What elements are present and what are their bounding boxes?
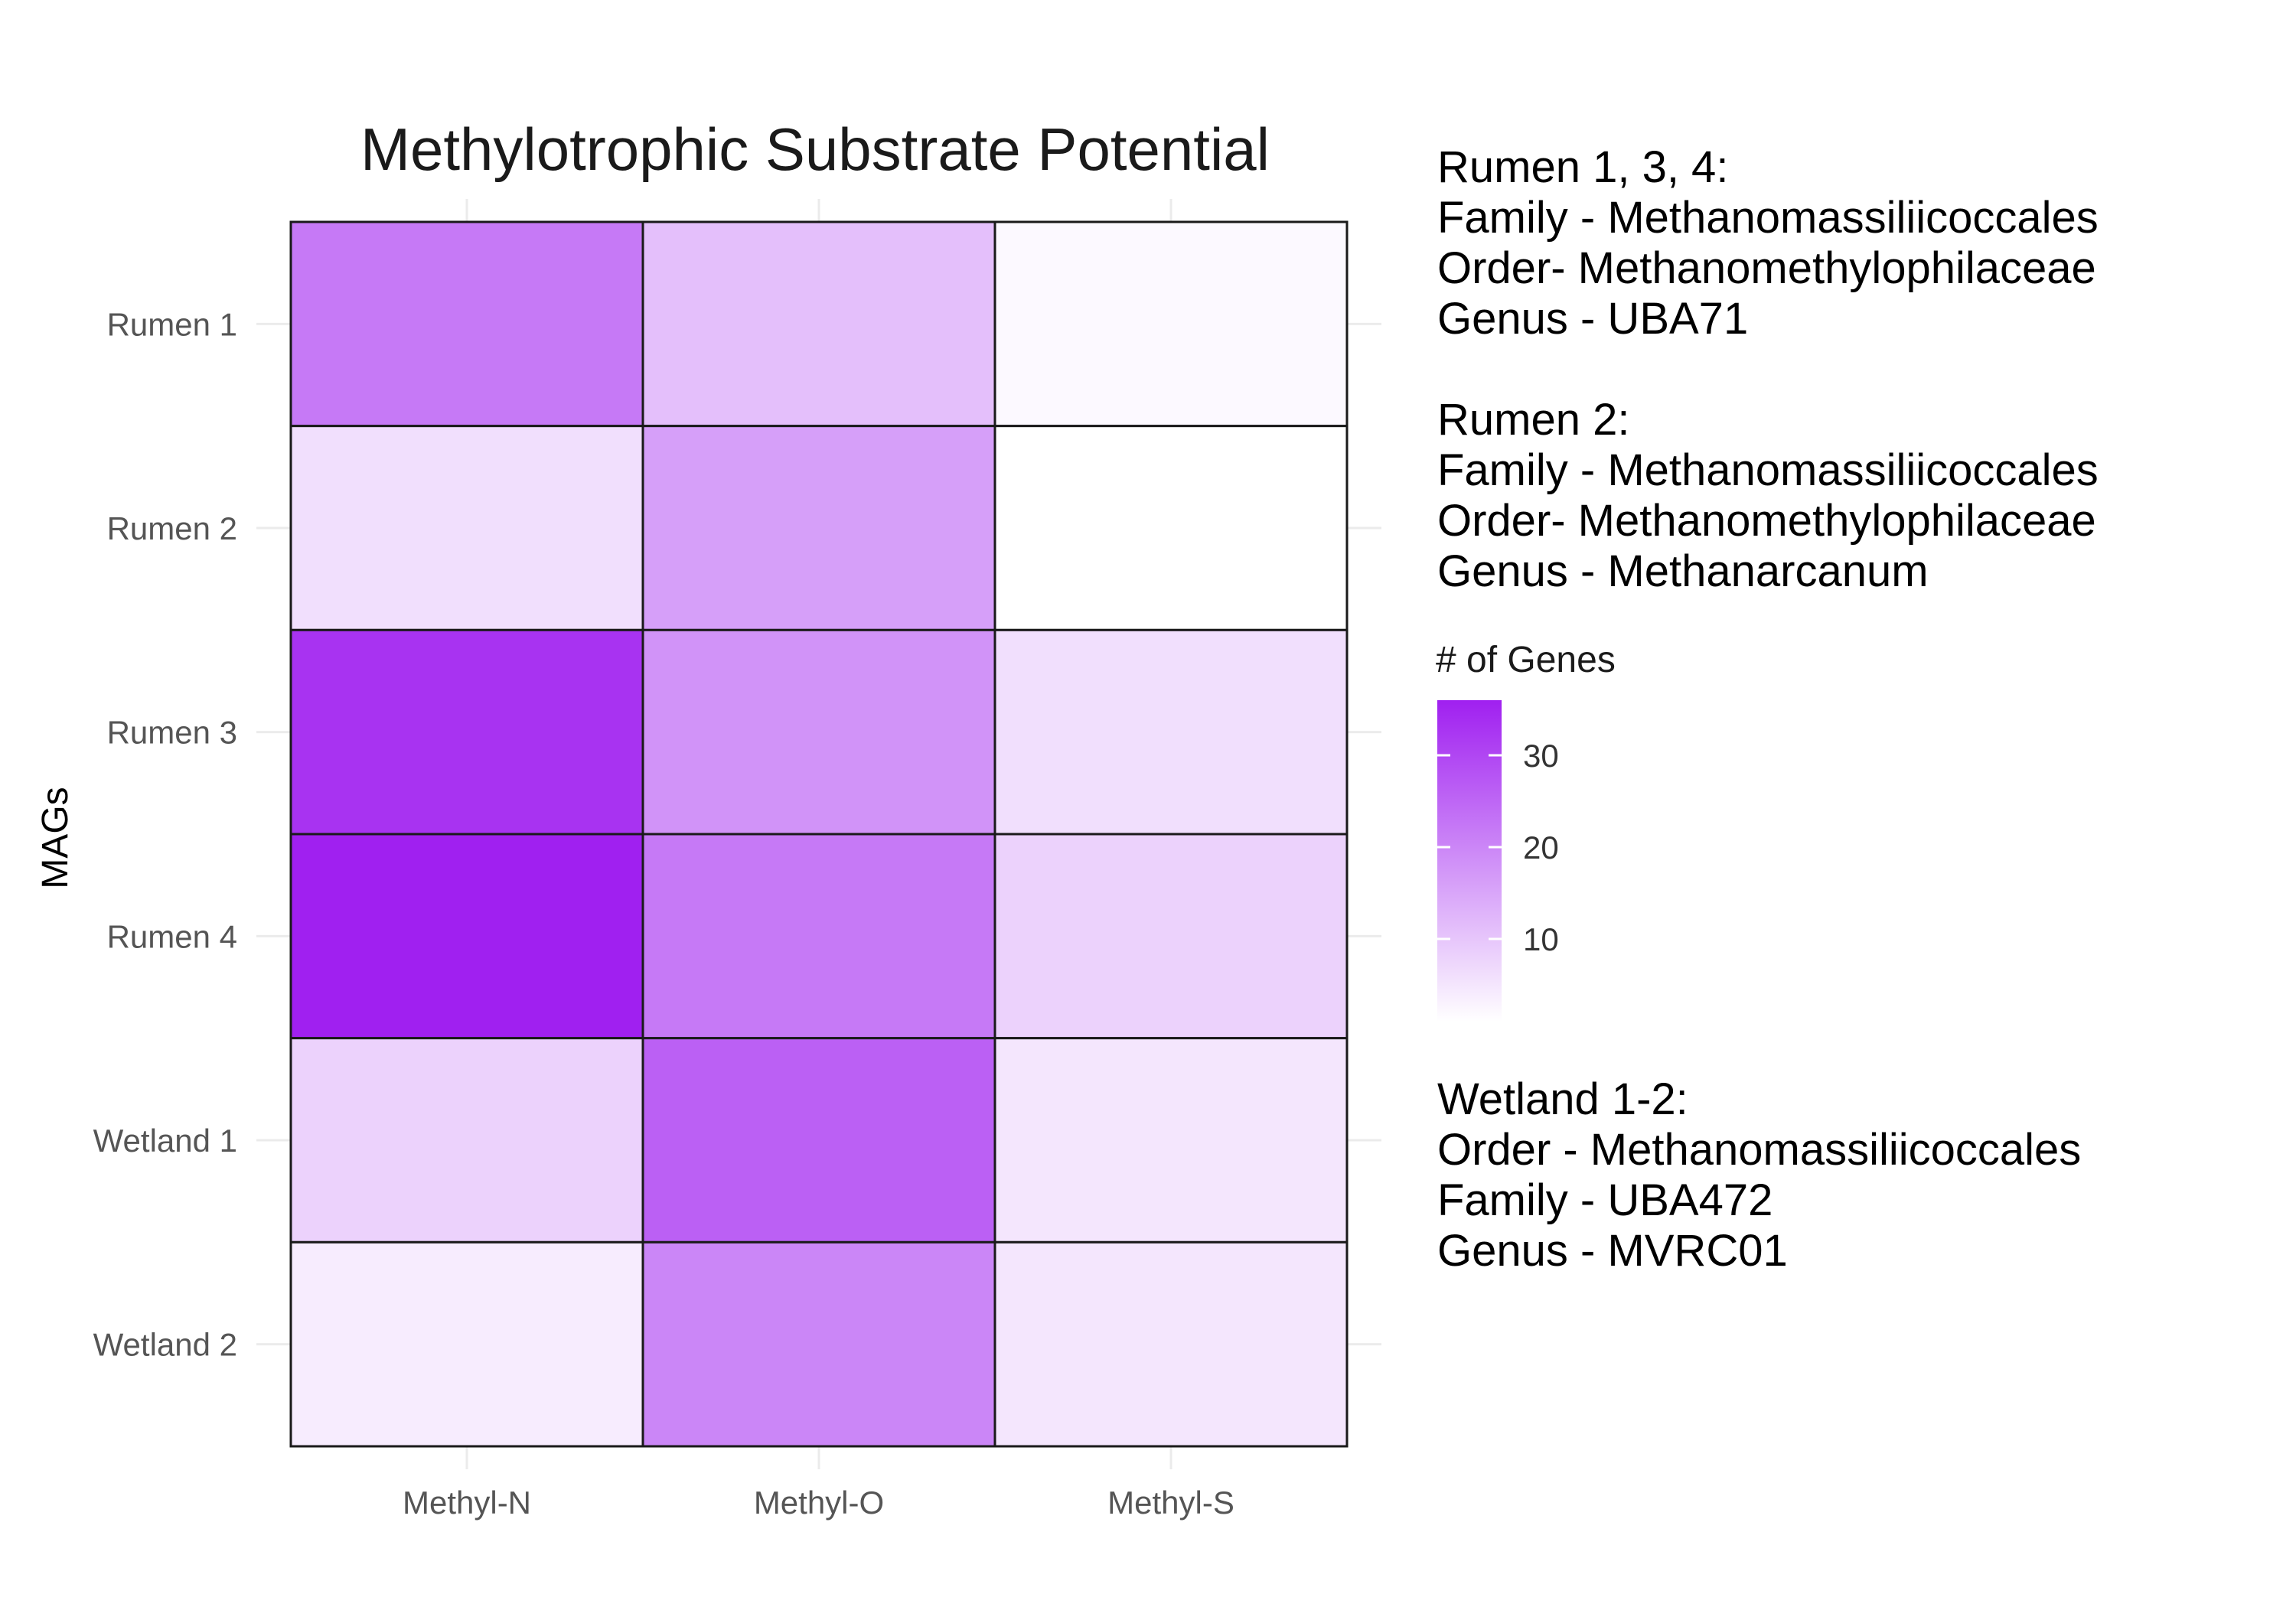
y-tick-label: Wetland 2 bbox=[93, 1327, 237, 1363]
heatmap-cell bbox=[993, 833, 1349, 1040]
heatmap-cell bbox=[289, 833, 644, 1040]
heatmap-cell bbox=[641, 425, 996, 631]
note-line: Family - Methanomassiliicoccales bbox=[1437, 193, 2099, 243]
note-wetland-1-2: Wetland 1-2: Order - Methanomassiliicocc… bbox=[1437, 1074, 2279, 1276]
heatmap-cell bbox=[993, 628, 1349, 836]
heatmap-cell bbox=[641, 833, 996, 1040]
heatmap-cell bbox=[289, 1240, 644, 1448]
note-heading: Wetland 1-2: bbox=[1437, 1074, 1688, 1124]
heatmap-cell bbox=[993, 1037, 1349, 1244]
x-tick-label: Methyl-S bbox=[1107, 1485, 1234, 1521]
heatmap-cell bbox=[289, 628, 644, 836]
heatmap-cell bbox=[289, 220, 644, 428]
heatmap-cell bbox=[641, 220, 996, 428]
y-tick-label: Wetland 1 bbox=[93, 1123, 237, 1159]
y-axis-label: MAGs bbox=[35, 787, 76, 888]
legend-tick-label: 10 bbox=[1523, 921, 1559, 957]
legend-tick-label: 30 bbox=[1523, 738, 1559, 774]
legend-ticks: 10 20 30 bbox=[1437, 738, 1559, 957]
heatmap-cell bbox=[641, 1037, 996, 1244]
x-tick-label: Methyl-O bbox=[754, 1485, 884, 1521]
note-line: Order- Methanomethylophilaceae bbox=[1437, 496, 2096, 546]
note-line: Family - UBA472 bbox=[1437, 1175, 1773, 1225]
color-legend: # of Genes 10 20 30 bbox=[1436, 640, 1616, 1022]
heatmap-cell bbox=[289, 1037, 644, 1244]
y-tick-label: Rumen 3 bbox=[107, 715, 237, 751]
note-line: Genus - MVRC01 bbox=[1437, 1226, 1788, 1276]
x-tick-label: Methyl-N bbox=[403, 1485, 531, 1521]
heatmap-cell bbox=[641, 628, 996, 836]
note-line: Genus - Methanarcanum bbox=[1437, 546, 1929, 596]
note-line: Order - Methanomassiliicoccales bbox=[1437, 1125, 2082, 1175]
note-rumen-1-3-4: Rumen 1, 3, 4: Family - Methanomassiliic… bbox=[1437, 142, 2279, 344]
heatmap-cell bbox=[993, 1240, 1349, 1448]
note-line: Family - Methanomassiliicoccales bbox=[1437, 445, 2099, 495]
heatmap-cell bbox=[289, 425, 644, 631]
note-rumen-2: Rumen 2: Family - Methanomassiliicoccale… bbox=[1437, 395, 2279, 597]
note-heading: Rumen 2: bbox=[1437, 395, 1630, 445]
heatmap-cell bbox=[641, 1240, 996, 1448]
legend-title: # of Genes bbox=[1436, 640, 1616, 680]
chart-title: Methylotrophic Substrate Potential bbox=[360, 116, 1270, 183]
note-line: Order- Methanomethylophilaceae bbox=[1437, 243, 2096, 293]
axes: Methyl-N Methyl-O Methyl-S Rumen 1 Rumen 2 Ru… bbox=[93, 306, 1234, 1521]
taxonomy-notes: Rumen 1, 3, 4: Family - Methanomassiliic… bbox=[1437, 142, 2279, 1276]
heatmap-cell bbox=[993, 220, 1349, 428]
heatmap-cells bbox=[289, 220, 1349, 1448]
note-heading: Rumen 1, 3, 4: bbox=[1437, 142, 1729, 192]
y-tick-label: Rumen 1 bbox=[107, 306, 237, 342]
legend-colorbar bbox=[1437, 700, 1502, 1022]
y-tick-label: Rumen 2 bbox=[107, 510, 237, 546]
y-tick-label: Rumen 4 bbox=[107, 918, 237, 954]
heatmap-cell bbox=[993, 425, 1349, 631]
note-line: Genus - UBA71 bbox=[1437, 294, 1749, 344]
legend-tick-label: 20 bbox=[1523, 830, 1559, 865]
